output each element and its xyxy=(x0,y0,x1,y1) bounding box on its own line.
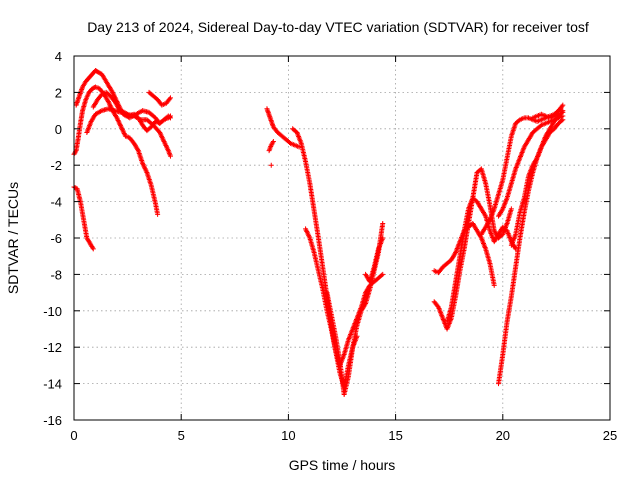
data-point xyxy=(491,282,497,288)
series-arc-8 xyxy=(266,139,276,154)
data-point xyxy=(270,139,276,145)
x-tick-label: 25 xyxy=(603,428,617,443)
x-axis-label: GPS time / hours xyxy=(289,457,396,473)
data-point xyxy=(516,118,522,124)
series-arc-1 xyxy=(71,184,96,252)
data-point xyxy=(560,117,566,123)
data-point xyxy=(380,220,386,226)
data-point xyxy=(155,211,161,217)
y-tick-label: -6 xyxy=(50,231,62,246)
data-point xyxy=(166,114,172,120)
data-point xyxy=(90,246,96,252)
data-point xyxy=(167,95,173,101)
data-point xyxy=(167,153,173,159)
series-arc-7 xyxy=(264,106,302,150)
x-tick-label: 20 xyxy=(496,428,510,443)
x-tick-label: 10 xyxy=(281,428,295,443)
series-arc-21 xyxy=(530,109,566,121)
data-point xyxy=(560,109,566,115)
series-arc-9 xyxy=(268,162,274,168)
y-tick-label: -2 xyxy=(50,158,62,173)
data-point xyxy=(560,102,566,108)
data-point xyxy=(167,96,173,102)
series-arc-6 xyxy=(146,89,173,108)
chart-title: Day 213 of 2024, Sidereal Day-to-day VTE… xyxy=(87,19,589,35)
data-point xyxy=(268,162,274,168)
axis-ticks: 0 5 10 15 20 25 -16 -14 -12 -10 -8 -6 -4 -2 0 2 4 xyxy=(43,49,617,443)
series-arc-5 xyxy=(84,106,173,135)
data-point xyxy=(379,272,385,278)
data-point xyxy=(286,139,292,145)
y-tick-label: -12 xyxy=(43,340,62,355)
data-point xyxy=(537,123,543,129)
y-axis-label: SDTVAR / TECUs xyxy=(5,182,21,294)
series-arc-20 xyxy=(496,108,566,387)
data-point xyxy=(167,115,173,121)
y-tick-label: -4 xyxy=(50,195,62,210)
y-tick-label: 2 xyxy=(55,85,62,100)
x-tick-label: 15 xyxy=(388,428,402,443)
y-tick-label: -10 xyxy=(43,304,62,319)
y-tick-label: 0 xyxy=(55,122,62,137)
data-point xyxy=(508,206,514,212)
data-point xyxy=(380,271,386,277)
series-arc-16 xyxy=(444,195,519,325)
series-arc-13 xyxy=(363,235,386,285)
y-tick-label: -8 xyxy=(50,267,62,282)
data-point xyxy=(559,103,565,109)
series-arc-10 xyxy=(290,126,360,390)
x-tick-label: 0 xyxy=(70,428,77,443)
data-point xyxy=(380,235,386,241)
series-arc-11 xyxy=(303,226,386,368)
series-arc-2 xyxy=(71,84,161,217)
y-tick-label: 4 xyxy=(55,49,62,64)
series-arc-19 xyxy=(508,117,566,248)
x-tick-label: 5 xyxy=(178,428,185,443)
data-point xyxy=(559,118,565,124)
y-tick-label: -16 xyxy=(43,413,62,428)
series-arc-12 xyxy=(324,220,386,398)
y-tick-label: -14 xyxy=(43,377,62,392)
data-point xyxy=(296,144,302,150)
data-marks xyxy=(71,68,566,398)
